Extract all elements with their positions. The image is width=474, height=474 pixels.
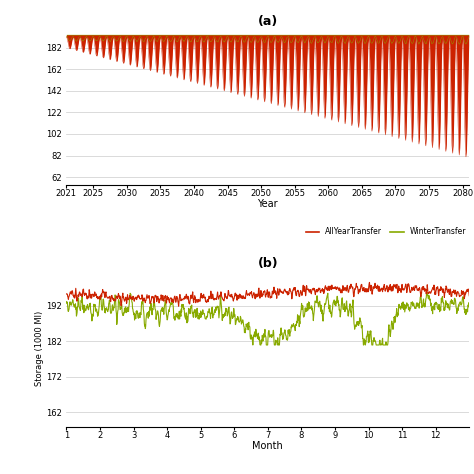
WinterTransfer (284, 336, 290, 341)
AllYearTransfer (366, 280, 372, 285)
Line: AllYearTransfer: AllYearTransfer (66, 283, 469, 306)
Y-axis label: Storage (1000 Ml): Storage (1000 Ml) (35, 311, 44, 386)
WinterTransfer (117, 304, 123, 310)
AllYearTransfer (131, 298, 137, 304)
WinterTransfer (466, 303, 472, 309)
WinterTransfer (131, 310, 137, 316)
WinterTransfer (64, 299, 69, 304)
Title: (a): (a) (258, 16, 278, 28)
WinterTransfer (250, 342, 255, 348)
AllYearTransfer (117, 293, 123, 299)
AllYearTransfer (64, 291, 69, 297)
Legend: AllYearTransfer, WinterTransfer: AllYearTransfer, WinterTransfer (302, 224, 469, 239)
X-axis label: Year: Year (257, 199, 278, 209)
Line: WinterTransfer: WinterTransfer (66, 292, 469, 345)
WinterTransfer (275, 342, 281, 348)
Title: (b): (b) (257, 257, 278, 271)
WinterTransfer (238, 317, 244, 322)
AllYearTransfer (466, 293, 472, 299)
WinterTransfer (424, 289, 429, 295)
WinterTransfer (199, 310, 205, 316)
AllYearTransfer (275, 289, 281, 295)
X-axis label: Month: Month (253, 441, 283, 451)
AllYearTransfer (238, 295, 244, 301)
AllYearTransfer (176, 303, 182, 309)
AllYearTransfer (200, 293, 205, 299)
AllYearTransfer (284, 290, 290, 296)
